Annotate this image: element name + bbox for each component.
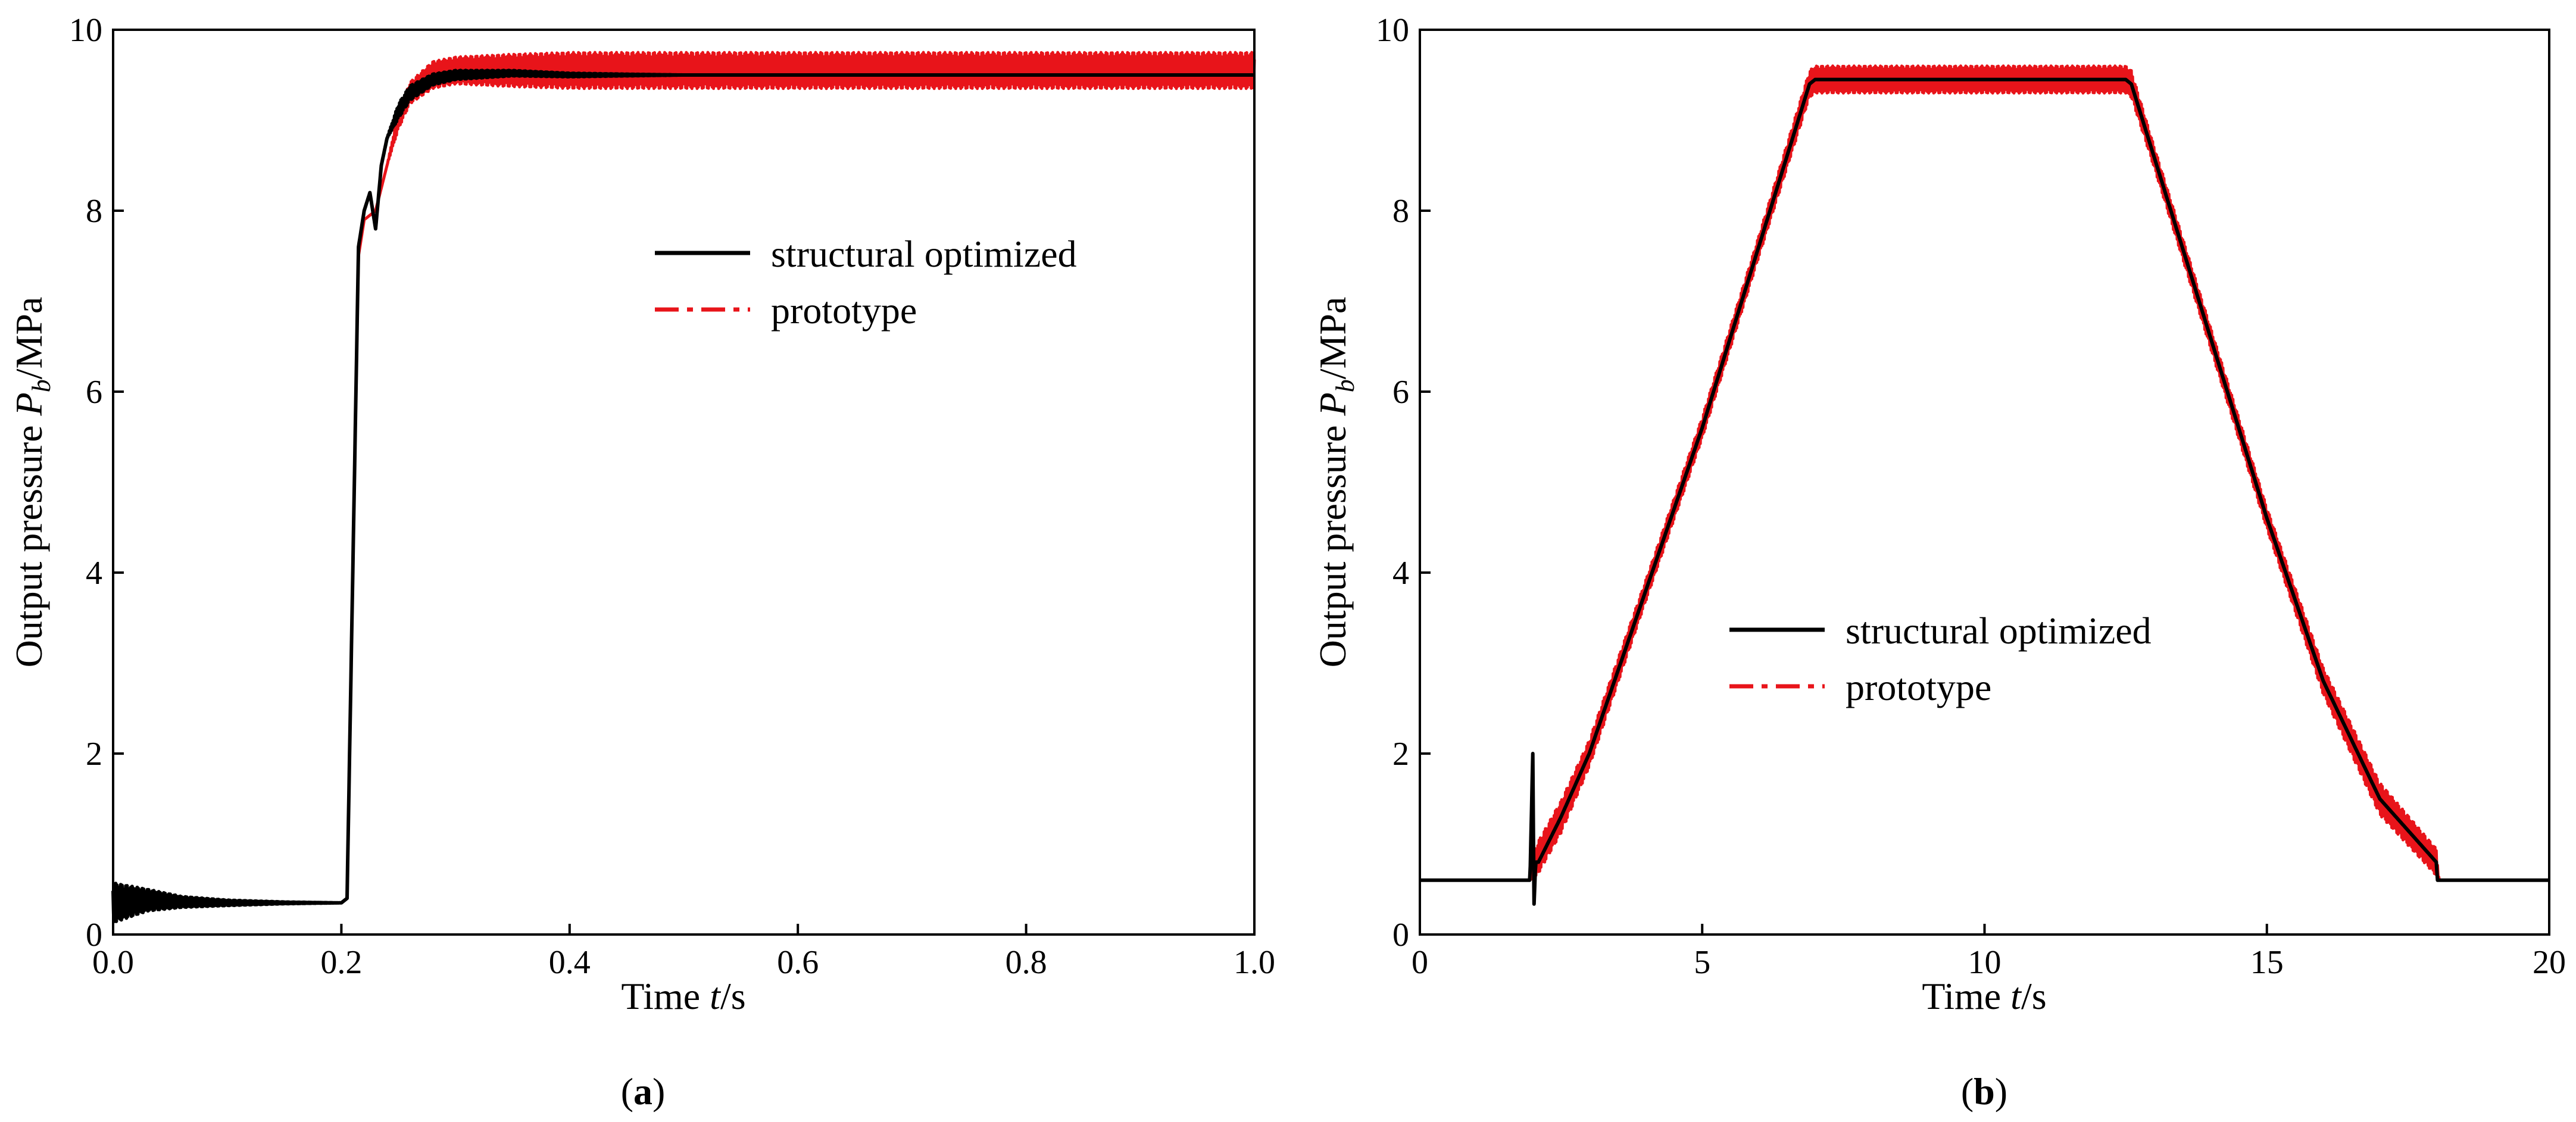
panel-label-b: (b) (1961, 1070, 2007, 1112)
plot-area-b (1419, 64, 2550, 906)
y-tick-label: 10 (1376, 12, 1409, 49)
plot-area-a (111, 51, 1256, 923)
y-tick-label: 8 (86, 193, 102, 230)
y-tick-label: 6 (86, 374, 102, 411)
x-axis-a: 0.0 0.2 0.4 0.6 0.8 1.0 (92, 924, 1275, 981)
chart-panel-b: 0 5 10 15 20 0 2 4 6 8 10 Time t/s Output pressur… (1312, 12, 2566, 1112)
series-line-prototype (111, 51, 1256, 917)
y-axis-title-b: Output pressure Pb/MPa (1312, 297, 1360, 668)
x-axis-title-b: Time t/s (1922, 975, 2046, 1017)
x-tick-label: 0.8 (1006, 944, 1047, 981)
y-tick-label: 10 (69, 12, 102, 49)
series-line-structural-optimized (111, 68, 1256, 923)
legend-a: structural optimized prototype (655, 233, 1077, 332)
legend-b: structural optimized prototype (1729, 610, 2152, 708)
plot-frame-a (112, 29, 1256, 936)
y-axis-title-a: Output pressure Pb/MPa (8, 297, 56, 668)
x-tick-label: 10 (1968, 944, 2002, 981)
series-line-prototype (1419, 64, 2550, 882)
x-tick-label: 0 (1412, 944, 1428, 981)
y-tick-label: 6 (1392, 374, 1409, 411)
chart-panel-a: 0.0 0.2 0.4 0.6 0.8 1.0 0 2 4 6 8 10 Time t/s Outp… (8, 12, 1275, 1112)
y-tick-label: 4 (86, 555, 102, 592)
x-axis-title-a: Time t/s (621, 975, 745, 1017)
series-line-structural-optimized (1419, 77, 2550, 906)
legend-label-structural-optimized-b: structural optimized (1846, 610, 2152, 652)
y-tick-label: 0 (1392, 917, 1409, 954)
y-axis-b: 0 2 4 6 8 10 (1376, 12, 1431, 954)
y-tick-label: 2 (86, 736, 102, 773)
y-tick-label: 0 (86, 917, 102, 954)
x-tick-label: 0.0 (92, 944, 134, 981)
legend-label-structural-optimized-a: structural optimized (771, 233, 1077, 275)
y-tick-label: 8 (1392, 193, 1409, 230)
y-tick-label: 2 (1392, 736, 1409, 773)
legend-label-prototype-b: prototype (1846, 666, 1991, 708)
x-tick-label: 5 (1694, 944, 1710, 981)
x-tick-label: 0.2 (320, 944, 362, 981)
y-tick-label: 4 (1392, 555, 1409, 592)
x-tick-label: 0.4 (549, 944, 591, 981)
panel-label-a: (a) (621, 1070, 666, 1112)
x-tick-label: 1.0 (1234, 944, 1275, 981)
x-tick-label: 20 (2533, 944, 2566, 981)
y-axis-a: 0 2 4 6 8 10 (69, 12, 124, 954)
legend-label-prototype-a: prototype (771, 289, 917, 332)
x-axis-b: 0 5 10 15 20 (1412, 924, 2566, 981)
x-tick-label: 15 (2250, 944, 2284, 981)
x-tick-label: 0.6 (777, 944, 819, 981)
